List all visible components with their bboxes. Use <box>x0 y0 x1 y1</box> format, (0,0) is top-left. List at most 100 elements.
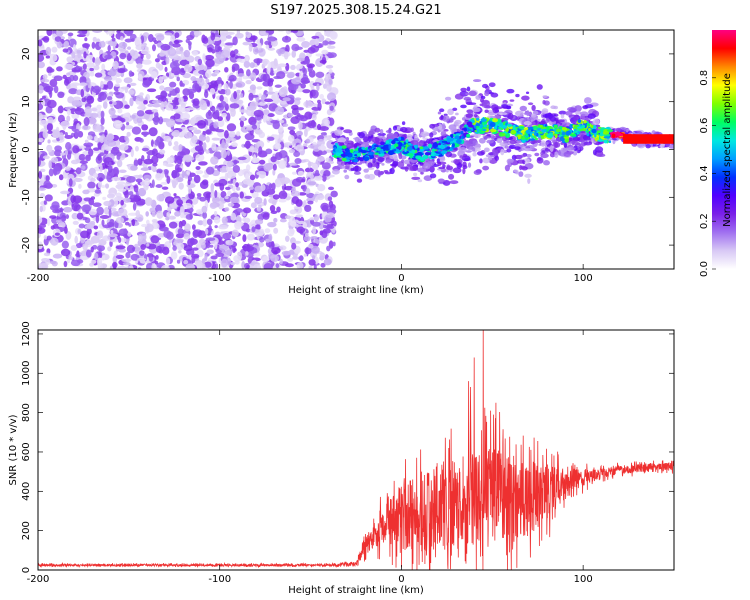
spectrogram-noise-cell <box>57 105 64 114</box>
spectrogram-noise-cell <box>159 149 166 155</box>
spectrogram-noise-cell <box>204 253 208 262</box>
spectrogram-noise-cell <box>116 154 121 160</box>
spectrogram-signal-core-cell <box>516 132 523 135</box>
spectrogram-noise-cell <box>60 248 71 257</box>
spectrogram-noise-cell <box>94 57 101 67</box>
spectrogram-noise-cell <box>324 101 331 105</box>
spectrogram-x-tick-label: -100 <box>208 273 231 284</box>
spectrogram-signal-core-cell <box>502 132 506 137</box>
spectrogram-noise-cell <box>231 229 239 237</box>
spectrogram-noise-cell <box>295 214 303 218</box>
spectrogram-noise-cell <box>120 35 124 41</box>
spectrogram-noise-cell <box>165 163 174 168</box>
spectrogram-noise-cell <box>89 67 94 72</box>
spectrogram-noise-cell <box>306 197 315 203</box>
spectrogram-noise-cell <box>304 128 308 137</box>
spectrogram-signal-core-cell <box>373 149 378 152</box>
spectrogram-noise-cell <box>81 204 91 213</box>
spectrogram-noise-cell <box>125 121 130 126</box>
spectrogram-noise-cell <box>184 131 193 139</box>
spectrogram-noise-cell <box>151 263 157 269</box>
spectrogram-signal-core-cell <box>532 125 539 130</box>
spectrogram-noise-cell <box>80 230 90 239</box>
spectrogram-signal-core-cell <box>529 126 534 129</box>
snr-y-tick-label: 400 <box>21 482 32 501</box>
spectrogram-signal-cell <box>584 104 594 109</box>
spectrogram-noise-cell <box>303 235 311 242</box>
spectrogram-noise-cell <box>66 109 72 116</box>
spectrogram-noise-cell <box>181 83 185 87</box>
spectrogram-signal-core-cell <box>354 150 360 154</box>
spectrogram-noise-cell <box>141 147 150 152</box>
spectrogram-signal-cell <box>473 104 478 108</box>
spectrogram-signal-core-cell <box>475 125 479 128</box>
spectrogram-signal-cell <box>411 176 421 180</box>
spectrogram-signal-cell <box>437 178 445 184</box>
spectrogram-noise-cell <box>263 198 267 206</box>
spectrogram-noise-cell <box>65 231 72 240</box>
spectrogram-noise-cell <box>130 165 138 171</box>
spectrogram-noise-cell <box>185 160 191 168</box>
spectrogram-signal-cell <box>543 110 549 114</box>
spectrogram-signal-cell <box>417 179 423 183</box>
spectrogram-noise-cell <box>112 255 118 264</box>
spectrogram-noise-cell <box>229 137 237 142</box>
spectrogram-signal-core-cell <box>528 138 536 141</box>
spectrogram-noise-cell <box>99 152 105 157</box>
spectrogram-noise-cell <box>108 209 112 218</box>
spectrogram-noise-cell <box>181 170 185 179</box>
spectrogram-noise-cell <box>314 169 320 178</box>
spectrogram-signal-cell <box>506 148 512 153</box>
spectrogram-noise-cell <box>209 88 216 95</box>
spectrogram-noise-cell <box>205 166 215 175</box>
spectrogram-signal-cell <box>344 174 350 180</box>
spectrogram-noise-cell <box>320 262 326 268</box>
spectrogram-noise-cell <box>38 137 44 143</box>
spectrogram-noise-cell <box>138 187 147 197</box>
spectrogram-noise-cell <box>178 182 184 190</box>
spectrogram-noise-cell <box>327 45 336 49</box>
spectrogram-noise-cell <box>290 190 301 197</box>
spectrogram-noise-cell <box>205 149 210 154</box>
spectrogram-noise-cell <box>134 145 139 152</box>
spectrogram-noise-cell <box>112 166 119 175</box>
spectrogram-noise-cell <box>246 233 255 241</box>
spectrogram-noise-cell <box>202 102 208 108</box>
spectrogram-noise-cell <box>224 130 229 139</box>
spectrogram-noise-cell <box>263 263 273 269</box>
spectrogram-noise-cell <box>170 72 175 77</box>
spectrogram-signal-cell <box>440 130 447 137</box>
spectrogram-noise-cell <box>224 31 235 35</box>
spectrogram-signal-core-cell <box>456 138 462 144</box>
spectrogram-noise-cell <box>277 63 287 68</box>
spectrogram-noise-cell <box>248 43 253 52</box>
snr-frame <box>37 329 675 571</box>
spectrogram-noise-cell <box>168 141 172 147</box>
spectrogram-noise-cell <box>213 216 221 224</box>
spectrogram-noise-cell <box>122 197 131 203</box>
spectrogram-noise-cell <box>300 83 306 89</box>
spectrogram-signal-core-cell <box>432 142 439 148</box>
spectrogram-signal-cell <box>444 96 452 101</box>
spectrogram-noise-cell <box>62 206 73 213</box>
spectrogram-noise-cell <box>133 159 139 167</box>
spectrogram-noise-cell <box>41 95 46 100</box>
spectrogram-noise-cell <box>114 83 121 88</box>
spectrogram-signal-core-cell <box>562 126 565 131</box>
spectrogram-signal-cell <box>392 160 398 168</box>
spectrogram-signal-cell <box>515 171 520 175</box>
spectrogram-noise-cell <box>138 174 144 179</box>
spectrogram-signal-cell <box>465 113 473 118</box>
spectrogram-signal-cell <box>453 158 460 165</box>
spectrogram-signal-cell <box>456 162 463 169</box>
spectrogram-signal-cell <box>455 112 459 116</box>
spectrogram-noise-cell <box>85 249 92 258</box>
spectrogram-signal-cell <box>473 170 482 176</box>
spectrogram-noise-cell <box>228 131 236 138</box>
spectrogram-signal-cell <box>494 109 500 113</box>
spectrogram-noise-cell <box>224 66 229 73</box>
spectrogram-noise-cell <box>276 206 281 213</box>
spectrogram-noise-cell <box>263 163 272 172</box>
spectrogram-noise-cell <box>215 252 225 257</box>
spectrogram-signal-core-cell <box>505 132 511 138</box>
